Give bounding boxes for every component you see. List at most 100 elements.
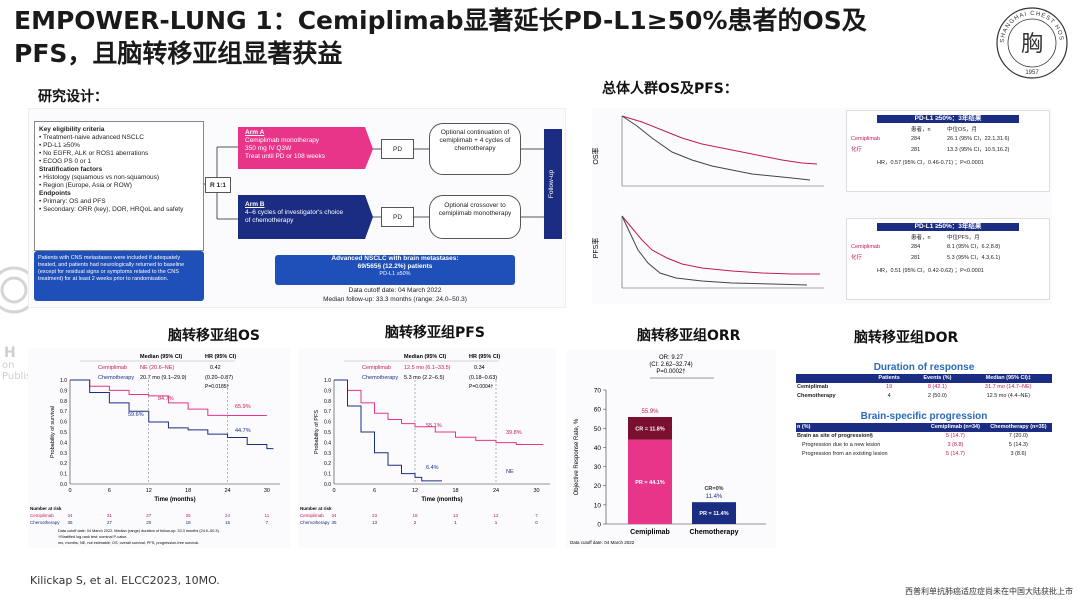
overall-label: 总体人群OS及PFS： — [602, 81, 738, 97]
dor-header: Events (%) — [923, 375, 952, 381]
endpoint-item: • Primary: OS and PFS — [39, 198, 106, 205]
km-hr: 0.34 — [474, 365, 485, 371]
km-footnote: Data cutoff date: 04 March 2022. Median … — [58, 529, 220, 533]
km-legend-chemo: Chemotherapy — [98, 375, 134, 381]
risk-chemo: 1 — [495, 520, 498, 525]
table-row: Cemiplimab 284 8.1 (95% CI，6.2,8.8) — [851, 244, 1001, 250]
x-tick-label: 30 — [533, 488, 539, 494]
y-tick-label: 0.2 — [60, 461, 67, 467]
orr-pr-label: PR = 11.4% — [699, 511, 728, 517]
pfs-table-header: 中位PFS，月 — [947, 235, 980, 241]
y-tick-label: 0.3 — [324, 451, 331, 457]
risk-chemo: 2 — [414, 520, 417, 525]
hospital-logo: SHANGHAI CHEST HOSPITAL 胸 1957 — [992, 2, 1069, 80]
x-tick-label: 18 — [452, 488, 458, 494]
logo-year: 1957 — [1025, 70, 1039, 76]
randomize-box: R 1:1 — [205, 177, 231, 193]
y-tick-label: 0.7 — [60, 409, 67, 415]
y-tick-label: 1.0 — [324, 378, 331, 384]
orr-pr-label: PR = 44.1% — [635, 480, 665, 486]
y-axis-label: Probability of PFS — [314, 410, 320, 454]
km-p-value: P=0.0004† — [469, 384, 494, 390]
risk-cemi: 25 — [186, 513, 192, 518]
dor-table: Patients Events (%) Median (95% CI)‡ Cem… — [796, 374, 1052, 401]
risk-label-chemo: Chemotherapy — [300, 520, 330, 525]
brain-pfs-panel: Median (95% CI) HR (95% CI) Cemiplimab 12.5… — [298, 348, 556, 548]
overall-pfs-ylabel: PFS率 — [592, 238, 600, 259]
eligibility-header: Key eligibility criteria — [39, 126, 105, 133]
y-tick-label: 60 — [594, 407, 602, 414]
overall-pfs-chemo-line — [621, 215, 808, 286]
risk-chemo: 20 — [146, 520, 152, 525]
km-annotation: 39.8% — [506, 430, 522, 436]
overall-pfs-table: PD-L1 ≥50%：3年结果 患者，n 中位PFS，月 Cemiplimab … — [846, 218, 1050, 300]
arm-b-title: Arm B — [245, 201, 265, 208]
x-tick-label: 24 — [493, 488, 499, 494]
y-tick-label: 0.1 — [60, 472, 67, 478]
crossover-box-b: Optional crossover to cemiplimab monothe… — [429, 195, 521, 239]
pfs-table-hr: HR，0.51 (95% CI，0.42-0.62) ；P<0.0001 — [877, 268, 984, 274]
brain-dor-label: 脑转移亚组DOR — [854, 330, 959, 346]
arm-a-line: Cemiplimab monotherapy — [245, 137, 320, 144]
risk-chemo: 35 — [67, 520, 73, 525]
logo-seal-icon: SHANGHAI CHEST HOSPITAL 胸 1957 — [992, 2, 1068, 79]
orr-cr-label: CR = 11.8% — [635, 426, 665, 432]
arm-b: Arm B 4–6 cycles of investigator's choic… — [245, 201, 365, 225]
x-tick-label: 24 — [224, 488, 230, 494]
risk-chemo: 15 — [225, 520, 231, 525]
y-tick-label: 0.2 — [324, 461, 331, 467]
risk-chemo: 13 — [372, 520, 378, 525]
y-tick-label: 70 — [594, 388, 602, 395]
orr-ci: (CI: 2.62–32.74) — [649, 362, 692, 368]
bsp-header: Chemotherapy (n=35) — [990, 424, 1047, 430]
km-hr: 0.42 — [210, 365, 221, 371]
median-followup-text: Median follow-up: 33.3 months (range: 24… — [323, 296, 467, 303]
brain-orr-panel: OR: 9.27 (CI: 2.62–32.74) P=0.0002† 70 60 50 4… — [566, 350, 776, 548]
os-table-header: 中位OS，月 — [947, 127, 977, 133]
brain-mets-line: Advanced NSCLC with brain metastases: — [331, 255, 459, 262]
risk-chemo: 1 — [454, 520, 457, 525]
risk-label-cemi: Cemiplimab — [300, 513, 324, 518]
y-tick-label: 0.6 — [324, 420, 331, 426]
cns-note: Patients with CNS metastases were includ… — [34, 251, 204, 301]
brain-mets-count: 69/565§ (12.2%) patients — [357, 263, 433, 270]
y-tick-label: 40 — [594, 445, 602, 452]
km-hr-ci: (0.20–0.87) — [205, 375, 233, 381]
eligibility-item: • No EGFR, ALK or ROS1 aberrations — [39, 150, 149, 157]
eligibility-item: • PD-L1 ≥50% — [39, 142, 80, 149]
orr-footnote: Data cutoff date: 04 March 2022 — [570, 540, 635, 545]
km-annotation: 59.6% — [128, 412, 144, 418]
km-legend-chemo: Chemotherapy — [362, 375, 398, 381]
y-tick-label: 0.5 — [324, 430, 331, 436]
os-table-header: 患者，n — [911, 127, 931, 133]
eligibility-box: Key eligibility criteria • Treatment-nai… — [34, 121, 204, 251]
strat-header: Stratification factors — [39, 166, 103, 173]
risk-cemi: 11 — [265, 513, 270, 518]
km-footnote: mo, months; NE, not estimable; OS, overa… — [58, 541, 199, 545]
brain-dor-panel: Duration of response Patients Events (%)… — [796, 363, 1052, 520]
x-tick-label: 6 — [108, 488, 111, 494]
y-tick-label: 30 — [594, 464, 602, 471]
arm-b-line: of chemotherapy — [245, 217, 294, 224]
arm-b-line: 4–6 cycles of investigator's choice — [245, 209, 344, 216]
table-row: 化疗 281 5.3 (95% CI，4.3,6.1) — [851, 255, 1001, 261]
risk-label-chemo: Chemotherapy — [30, 520, 60, 525]
bsp-table: n (%) Cemiplimab (n=34) Chemotherapy (n=… — [796, 423, 1052, 459]
y-tick-label: 0.9 — [60, 388, 67, 394]
table-row: Progression from an existing lesion 5 (1… — [802, 451, 1027, 457]
x-axis-label: Time (months) — [154, 497, 195, 503]
x-tick-label: 12 — [412, 488, 418, 494]
km-line-chemotherapy — [334, 379, 442, 482]
pfs-table-header: 患者，n — [911, 235, 931, 241]
pd-box-a: PD — [381, 139, 414, 159]
watermark-text-2: on Publishing — [2, 360, 53, 382]
risk-cemi: 27 — [146, 513, 152, 518]
dor-header: Patients — [878, 375, 900, 381]
os-table-title: PD-L1 ≥50%：3年结果 — [877, 115, 1019, 123]
brain-orr-label: 脑转移亚组ORR — [637, 328, 741, 344]
km-footnote: †Stratified log-rank test; nominal P-val… — [58, 535, 127, 539]
orr-total-label: 55.9% — [641, 409, 659, 415]
dor-header: Median (95% CI)‡ — [985, 375, 1031, 381]
bsp-header: Cemiplimab (n=34) — [930, 424, 980, 430]
table-row: Chemotherapy 4 2 (50.0) 12.5 mo (4.4–NE) — [797, 393, 1030, 399]
